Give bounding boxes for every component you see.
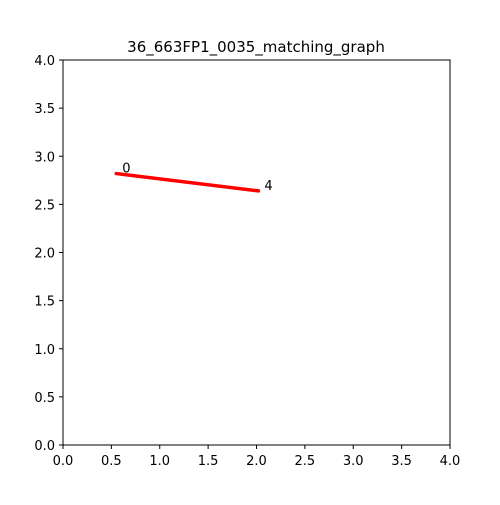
y-tick-label: 3.5 <box>34 102 55 117</box>
x-tick-label: 4.0 <box>440 454 461 469</box>
y-tick-label: 4.0 <box>34 54 55 69</box>
chart-title: 36_663FP1_0035_matching_graph <box>127 38 385 57</box>
axes: 0.0 0.5 1.0 1.5 2.0 2.5 3.0 3.5 4.0 0.0 0.5 1.0 1.5 2… <box>34 54 460 469</box>
y-tick-label: 0.0 <box>34 439 55 454</box>
edge-line <box>114 171 261 193</box>
x-tick-label: 3.0 <box>343 454 364 469</box>
edges <box>114 171 261 193</box>
plot-frame <box>62 59 451 446</box>
node-labels: 04 <box>122 162 273 194</box>
y-tick-label: 2.0 <box>34 247 55 262</box>
x-tick-label: 2.0 <box>246 454 267 469</box>
y-tick-label: 1.0 <box>34 343 55 358</box>
x-tick-label: 0.0 <box>53 454 74 469</box>
y-tick-label: 1.5 <box>34 295 55 310</box>
node-label: 0 <box>122 162 130 177</box>
x-tick-label: 1.0 <box>149 454 170 469</box>
x-tick-label: 0.5 <box>101 454 122 469</box>
y-tick-label: 3.0 <box>34 150 55 165</box>
x-tick-label: 2.5 <box>295 454 316 469</box>
node-label: 4 <box>264 179 272 194</box>
x-tick-label: 1.5 <box>198 454 219 469</box>
y-tick-label: 0.5 <box>34 391 55 406</box>
y-tick-label: 2.5 <box>34 198 55 213</box>
x-tick-label: 3.5 <box>391 454 412 469</box>
